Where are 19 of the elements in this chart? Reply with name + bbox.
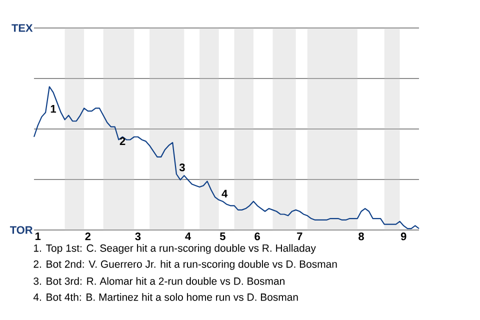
x-tick-label: 8 bbox=[358, 232, 364, 240]
x-tick-label: 4 bbox=[185, 232, 191, 240]
annotation: 1 bbox=[50, 105, 56, 113]
text: 3. Bot 3rd: R. Alomar hit a 2-run double vs D. Bosman bbox=[34, 277, 284, 285]
x-tick-label: 6 bbox=[254, 232, 260, 240]
x-tick-label: 1 bbox=[35, 232, 41, 240]
x-tick-label: 3 bbox=[135, 232, 141, 240]
annotation: 3 bbox=[179, 164, 185, 172]
x-tick-label: 5 bbox=[220, 232, 226, 240]
text: 2. Bot 2nd: V. Guerrero Jr. hit a run-scoring double vs D. Bosman bbox=[34, 260, 337, 270]
x-tick-label: 2 bbox=[85, 232, 91, 240]
x-tick-label: 7 bbox=[297, 232, 302, 240]
x-tick-label: 9 bbox=[400, 232, 406, 240]
text: 4. Bot 4th: B. Martinez hit a solo home run vs D. Bosman bbox=[33, 293, 298, 301]
text: TEX bbox=[12, 24, 33, 32]
annotation: 2 bbox=[120, 137, 126, 145]
annotation: 4 bbox=[222, 190, 228, 198]
text: TOR bbox=[10, 226, 33, 234]
text: 1. Top 1st: C. Seager hit a run-scoring double vs R. Halladay bbox=[34, 244, 316, 254]
